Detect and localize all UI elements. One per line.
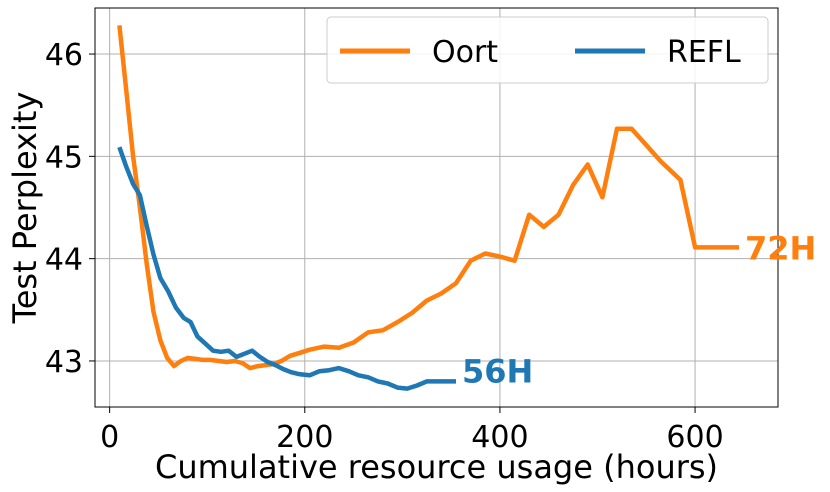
- x-axis-label: Cumulative resource usage (hours): [155, 448, 718, 486]
- legend-box: [326, 16, 769, 84]
- y-tick-label: 43: [45, 345, 83, 380]
- y-axis-label: Test Perplexity: [6, 92, 44, 325]
- x-tick-label: 400: [471, 420, 528, 455]
- end-label-refl: 56H: [462, 352, 533, 390]
- end-labels: 72H 56H: [462, 229, 816, 390]
- y-tick-label: 45: [45, 140, 83, 175]
- series-layer: [117, 25, 739, 391]
- series-line-refl: [117, 146, 456, 391]
- x-tick-label: 0: [100, 420, 119, 455]
- x-tick-label: 200: [276, 420, 333, 455]
- y-tick-label: 46: [45, 38, 83, 73]
- legend-label-oort: Oort: [432, 35, 498, 70]
- legend-label-refl: REFL: [667, 35, 741, 70]
- plot-frame: [94, 7, 779, 408]
- series-line-oort: [117, 25, 739, 371]
- ticks: 0 200 400 600 43 44 45 46: [45, 38, 724, 455]
- end-label-oort: 72H: [745, 229, 816, 267]
- y-tick-label: 44: [45, 243, 83, 278]
- x-tick-label: 600: [666, 420, 723, 455]
- legend: Oort REFL: [326, 16, 769, 84]
